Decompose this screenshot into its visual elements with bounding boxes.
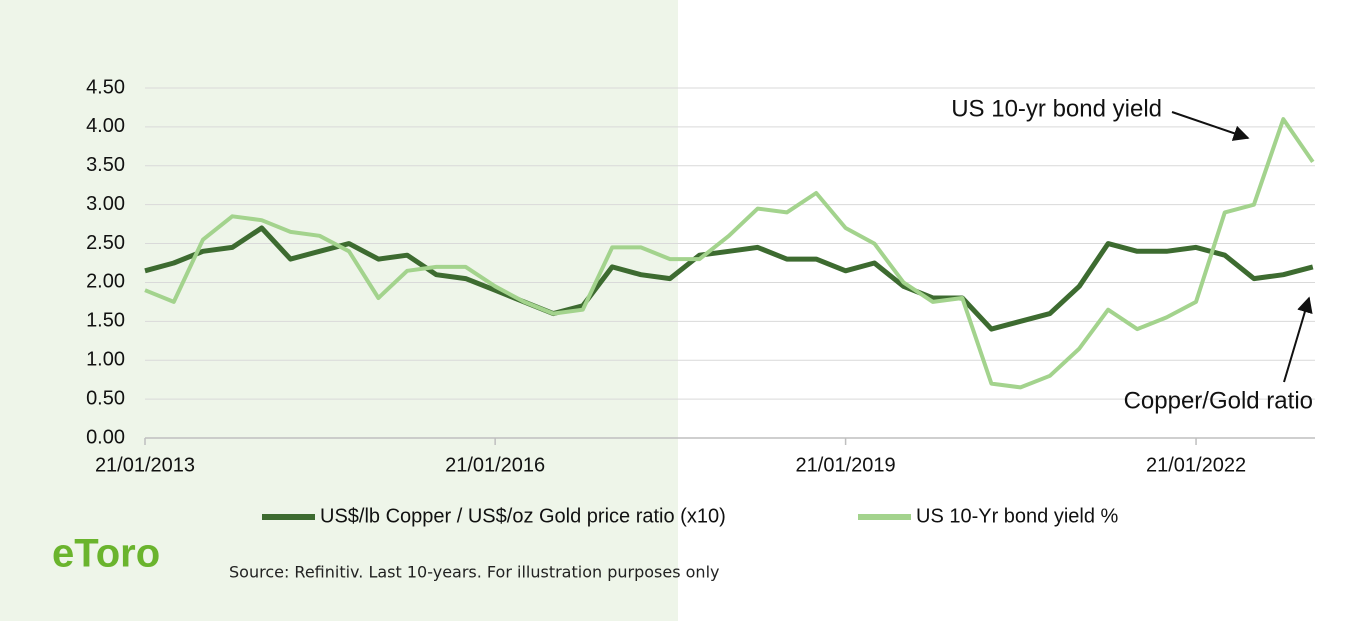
annotation: Copper/Gold ratio bbox=[1124, 387, 1313, 414]
y-tick-label: 4.00 bbox=[86, 115, 125, 137]
legend-label: US 10-Yr bond yield % bbox=[916, 505, 1119, 527]
y-tick-label: 1.50 bbox=[86, 310, 125, 332]
y-tick-label: 2.50 bbox=[86, 232, 125, 254]
arrow bbox=[1283, 296, 1313, 383]
y-tick-label: 4.50 bbox=[86, 76, 125, 98]
y-tick-label: 0.50 bbox=[86, 387, 125, 409]
x-tick-label: 21/01/2013 bbox=[95, 454, 195, 476]
x-tick-label: 21/01/2016 bbox=[445, 454, 545, 476]
y-tick-label: 3.50 bbox=[86, 154, 125, 176]
source: Source: Refinitiv. Last 10-years. For il… bbox=[229, 563, 719, 582]
y-tick-label: 2.00 bbox=[86, 271, 125, 293]
x-tick-label: 21/01/2019 bbox=[796, 454, 896, 476]
annotation: US 10-yr bond yield bbox=[951, 95, 1162, 122]
arrow bbox=[1171, 111, 1250, 141]
series-line bbox=[144, 117, 1315, 390]
y-tick-label: 1.00 bbox=[86, 349, 125, 371]
y-tick-label: 3.00 bbox=[86, 193, 125, 215]
y-tick-label: 0.00 bbox=[86, 426, 125, 448]
logo: eToro bbox=[52, 532, 160, 576]
legend-label: US$/lb Copper / US$/oz Gold price ratio … bbox=[320, 505, 726, 527]
x-tick-label: 21/01/2022 bbox=[1146, 454, 1246, 476]
